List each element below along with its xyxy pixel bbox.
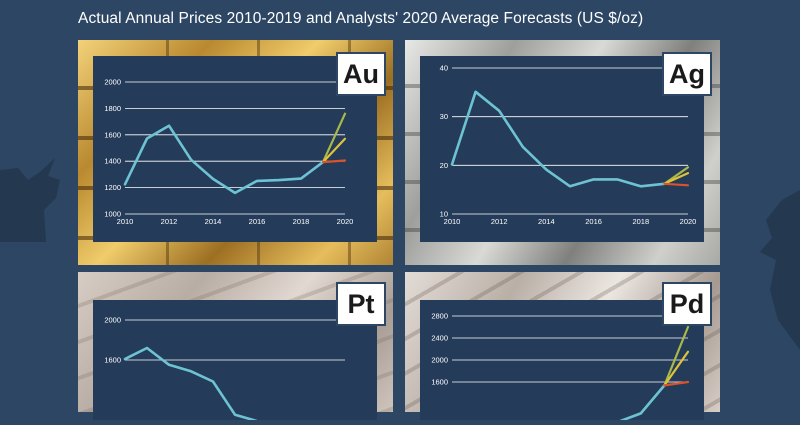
- palladium-forecast-line: [663, 350, 690, 387]
- bear-silhouette-icon: [760, 190, 800, 350]
- gold-x-tick-label: 2012: [161, 217, 178, 226]
- silver-x-tick-label: 2018: [632, 217, 649, 226]
- gold-actual-price-line: [123, 124, 325, 195]
- palladium-y-tick-label: 1600: [431, 378, 448, 387]
- silver-symbol-label: Ag: [662, 52, 712, 96]
- gold-symbol-label: Au: [336, 52, 386, 96]
- gold-y-tick-label: 1800: [104, 104, 121, 113]
- gold-y-tick-label: 1000: [104, 210, 121, 219]
- silver-y-tick-label: 10: [440, 210, 448, 219]
- gold-x-tick-label: 2016: [249, 217, 266, 226]
- gold-x-tick-label: 2018: [293, 217, 310, 226]
- platinum-y-tick-label: 1600: [104, 356, 121, 365]
- gold-y-tick-label: 1400: [104, 157, 121, 166]
- silver-forecast-line: [663, 171, 690, 185]
- gold-x-tick-label: 2010: [117, 217, 134, 226]
- gold-chart-svg: 1000 1200 1400 1600 1800 2000 2010 2012 2014 2016…: [104, 78, 354, 227]
- silver-x-tick-label: 2016: [585, 217, 602, 226]
- palladium-y-tick-label: 2000: [431, 356, 448, 365]
- silver-x-tick-label: 2014: [538, 217, 555, 226]
- silver-x-tick-label: 2010: [444, 217, 461, 226]
- platinum-chart-svg: 1600 2000: [104, 316, 345, 425]
- gold-forecast-line: [321, 137, 347, 164]
- platinum-actual-price-line: [123, 346, 284, 425]
- silver-y-tick-label: 30: [440, 112, 448, 121]
- gold-chart: 1000 1200 1400 1600 1800 2000 2010 2012 2014 2016…: [93, 56, 377, 242]
- silver-chart: 10 20 30 40 2010 2012 2014 2016 2018 2020: [420, 56, 704, 242]
- palladium-actual-price-line: [543, 384, 666, 425]
- page-title: Actual Annual Prices 2010-2019 and Analy…: [78, 10, 644, 27]
- silver-forecast-line: [663, 182, 690, 187]
- silver-x-tick-label: 2012: [491, 217, 508, 226]
- palladium-forecast-line: [663, 325, 690, 387]
- gold-x-tick-label: 2020: [337, 217, 354, 226]
- palladium-symbol-label: Pd: [662, 282, 712, 326]
- gold-y-tick-label: 2000: [104, 78, 121, 87]
- silver-y-tick-label: 40: [440, 64, 448, 73]
- gold-y-tick-label: 1600: [104, 130, 121, 139]
- gold-forecast-line: [321, 112, 347, 164]
- silver-x-tick-label: 2020: [680, 217, 697, 226]
- platinum-symbol-label: Pt: [336, 282, 386, 326]
- palladium-y-tick-label: 2800: [431, 312, 448, 321]
- gold-y-tick-label: 1200: [104, 183, 121, 192]
- silver-chart-svg: 10 20 30 40 2010 2012 2014 2016 2018 2020: [440, 64, 697, 227]
- gold-forecast-line: [321, 159, 347, 164]
- platinum-y-tick-label: 2000: [104, 316, 121, 325]
- silver-actual-price-line: [450, 90, 666, 188]
- silver-y-tick-label: 20: [440, 161, 448, 170]
- platinum-chart: 1600 2000: [93, 300, 377, 425]
- gold-x-tick-label: 2014: [205, 217, 222, 226]
- palladium-forecast-line: [663, 380, 690, 387]
- bull-silhouette-icon: [0, 158, 60, 242]
- palladium-y-tick-label: 2400: [431, 334, 448, 343]
